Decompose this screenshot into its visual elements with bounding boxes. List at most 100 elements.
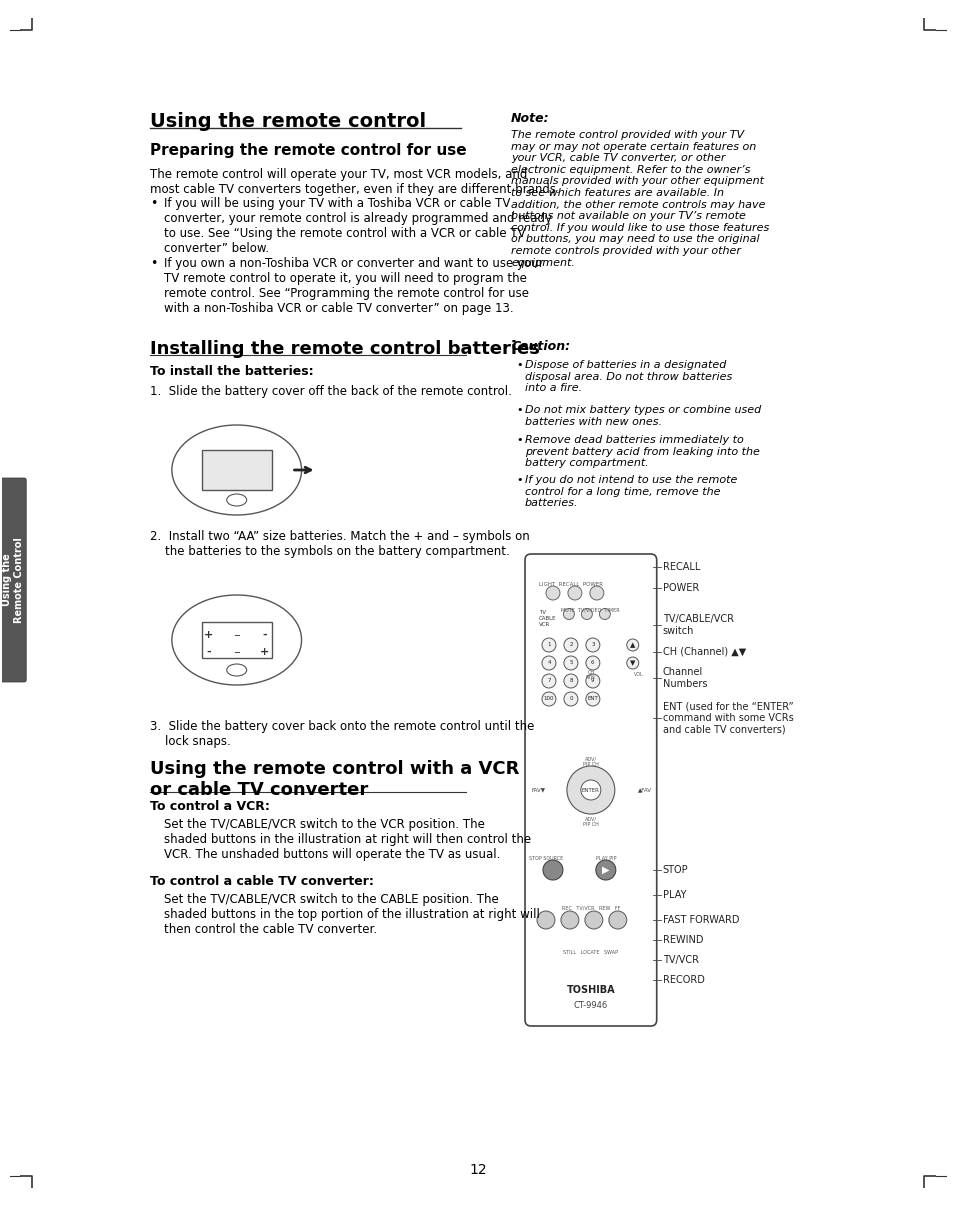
Circle shape [585,656,599,671]
Circle shape [542,860,562,880]
Text: ADV/
PIP CH: ADV/ PIP CH [582,816,598,827]
Circle shape [563,692,578,706]
Text: Set the TV/CABLE/VCR switch to the CABLE position. The
shaded buttons in the top: Set the TV/CABLE/VCR switch to the CABLE… [164,892,539,936]
Text: STILL   LOCATE   SWAP: STILL LOCATE SWAP [563,949,618,954]
Text: 0: 0 [569,697,572,702]
Text: ENTER: ENTER [581,788,599,792]
Text: If you do not intend to use the remote
control for a long time, remove the
batte: If you do not intend to use the remote c… [524,475,737,508]
Text: TV/CABLE/VCR
switch: TV/CABLE/VCR switch [662,614,733,636]
Circle shape [580,780,600,800]
Text: 5: 5 [569,661,572,666]
Text: PLAY PIP: PLAY PIP [595,855,616,861]
Text: FAST FORWARD: FAST FORWARD [662,915,739,925]
Text: ▲FAV: ▲FAV [637,788,651,792]
Text: •: • [516,435,522,445]
Circle shape [541,674,556,687]
Circle shape [585,674,599,687]
Text: 2.  Install two “AA” size batteries. Match the + and – symbols on
    the batter: 2. Install two “AA” size batteries. Matc… [150,529,529,558]
Text: ENT: ENT [587,697,598,702]
Text: MUTE  TV/VIDEO  TIMER: MUTE TV/VIDEO TIMER [560,608,618,613]
Circle shape [563,609,574,620]
Text: 12: 12 [469,1163,486,1177]
Text: If you own a non-Toshiba VCR or converter and want to use your
TV remote control: If you own a non-Toshiba VCR or converte… [164,257,543,315]
Text: Do not mix battery types or combine used
batteries with new ones.: Do not mix battery types or combine used… [524,405,760,427]
Text: REC   TV/VCR   REW   FF: REC TV/VCR REW FF [561,906,619,911]
Circle shape [563,674,578,687]
Text: Using the
Remote Control: Using the Remote Control [3,537,24,624]
Circle shape [596,860,616,880]
Bar [202,450,272,490]
Circle shape [541,656,556,671]
Text: The remote control will operate your TV, most VCR models, and
most cable TV conv: The remote control will operate your TV,… [150,168,559,197]
Text: 3: 3 [591,643,594,648]
Text: •: • [516,405,522,415]
Circle shape [585,638,599,652]
Text: •: • [516,361,522,370]
Text: ADV/
PIP CH: ADV/ PIP CH [582,756,598,767]
Text: 6: 6 [591,661,594,666]
Circle shape [563,638,578,652]
Text: 3.  Slide the battery cover back onto the remote control until the
    lock snap: 3. Slide the battery cover back onto the… [150,720,534,748]
Circle shape [541,692,556,706]
Text: Preparing the remote control for use: Preparing the remote control for use [150,144,466,158]
Circle shape [545,586,559,601]
Text: RECORD: RECORD [662,974,704,985]
Text: 9: 9 [591,679,594,684]
Text: To control a VCR:: To control a VCR: [150,800,270,813]
Text: •: • [516,475,522,485]
Ellipse shape [172,425,301,515]
Text: CT-9946: CT-9946 [573,1001,607,1009]
Text: To install the batteries:: To install the batteries: [150,365,314,377]
Text: 1: 1 [547,643,550,648]
Ellipse shape [227,665,247,677]
Text: Channel
Numbers: Channel Numbers [662,667,706,689]
Text: 1.  Slide the battery cover off the back of the remote control.: 1. Slide the battery cover off the back … [150,385,511,398]
Circle shape [567,586,581,601]
Text: 2: 2 [569,643,572,648]
Text: 100: 100 [543,697,554,702]
Text: 4: 4 [547,661,550,666]
Text: RECALL: RECALL [662,562,700,572]
Circle shape [584,911,602,929]
Circle shape [608,911,626,929]
Text: +: + [204,630,213,640]
Circle shape [563,656,578,671]
Text: STOP: STOP [662,865,688,876]
Circle shape [566,766,614,814]
Text: CH (Channel) ▲▼: CH (Channel) ▲▼ [662,646,745,657]
Circle shape [589,586,603,601]
Text: -: - [206,646,211,657]
Circle shape [598,609,610,620]
Text: TV
CABLE
VCR: TV CABLE VCR [538,610,556,627]
Text: Dispose of batteries in a designated
disposal area. Do not throw batteries
into : Dispose of batteries in a designated dis… [524,361,732,393]
Ellipse shape [172,595,301,685]
Circle shape [537,911,555,929]
Text: STOP SOURCE: STOP SOURCE [528,855,562,861]
Circle shape [626,657,639,669]
Text: FAV▼: FAV▼ [532,788,545,792]
Text: •: • [150,197,157,210]
Text: TOSHIBA: TOSHIBA [566,985,615,995]
Text: ▼: ▼ [629,660,635,666]
Text: TV/VCR: TV/VCR [662,955,698,965]
Circle shape [626,639,639,651]
Text: If you will be using your TV with a Toshiba VCR or cable TV
converter, your remo: If you will be using your TV with a Tosh… [164,197,551,254]
Text: VOL: VOL [633,673,643,678]
Text: +: + [260,646,269,657]
Text: •: • [150,257,157,270]
Text: LIGHT  RECALL  POWER: LIGHT RECALL POWER [538,582,602,587]
Text: Using the remote control: Using the remote control [150,112,426,131]
Text: Caution:: Caution: [511,340,570,353]
Text: The remote control provided with your TV
may or may not operate certain features: The remote control provided with your TV… [511,130,768,268]
Text: CH
RTN: CH RTN [585,669,595,680]
Text: REWIND: REWIND [662,935,702,946]
Text: -: - [262,630,267,640]
Circle shape [580,609,592,620]
FancyBboxPatch shape [524,554,656,1026]
Circle shape [541,638,556,652]
Text: 8: 8 [569,679,572,684]
Text: Using the remote control with a VCR
or cable TV converter: Using the remote control with a VCR or c… [150,760,518,798]
FancyBboxPatch shape [0,478,26,683]
Text: Note:: Note: [511,112,549,125]
Circle shape [585,692,599,706]
